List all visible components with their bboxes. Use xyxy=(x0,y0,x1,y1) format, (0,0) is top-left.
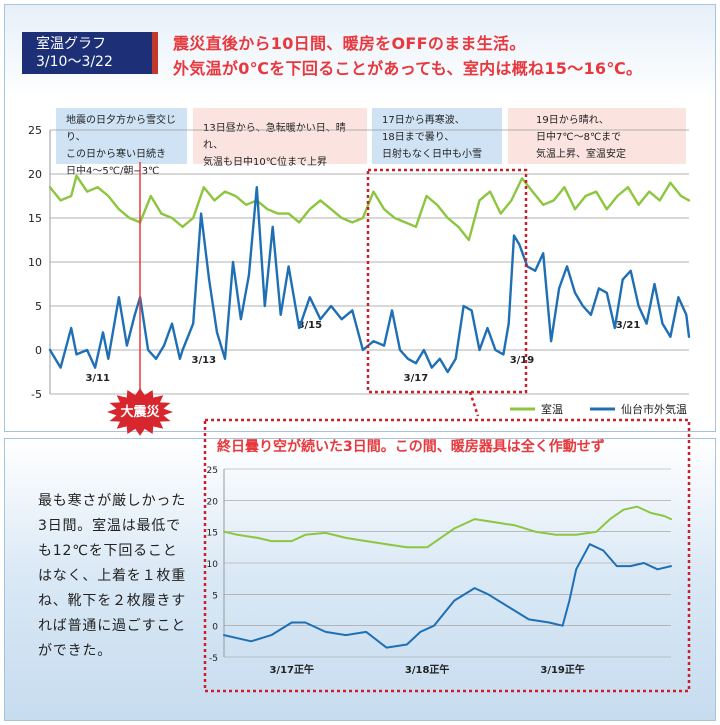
annotation-2-line: 13日昼から、急転暖かい日、晴れ、 xyxy=(203,123,346,151)
headline-line-2: 外気温が0℃を下回ることがあっても、室内は概ね15〜16℃。 xyxy=(173,59,643,78)
annotation-1: 地震の日夕方から雪交じり、 この日から寒い日続き 日中4〜5℃/朝−3℃ xyxy=(56,108,187,177)
annotation-2-line: 気温も日中10℃位まで上昇 xyxy=(203,157,327,168)
headline-line-1: 震災直後から10日間、暖房をOFFのまま生活。 xyxy=(173,34,526,53)
annotation-1-line: 日中4〜5℃/朝−3℃ xyxy=(66,166,160,177)
chart-title-box: 室温グラフ 3/10〜3/22 xyxy=(22,32,158,74)
title-line-2: 3/10〜3/22 xyxy=(36,54,113,70)
annotation-3: 17日から再寒波、 18日まで曇り、 日射もなく日中も小雪 xyxy=(372,108,502,164)
description-text: 最も寒さが厳しかった3日間。室温は最低でも12℃を下回ることはなく、上着を１枚重… xyxy=(38,493,187,659)
annotation-2: 13日昼から、急転暖かい日、晴れ、 気温も日中10℃位まで上昇 xyxy=(193,108,367,168)
annotation-3-line: 18日まで曇り、 xyxy=(382,132,455,143)
title-line-1: 室温グラフ xyxy=(36,36,106,52)
annotation-1-line: この日から寒い日続き xyxy=(66,149,166,160)
annotation-4: 19日から晴れ、 日中7℃〜8℃まで 気温上昇、室温安定 xyxy=(508,108,686,164)
annotation-3-line: 17日から再寒波、 xyxy=(382,115,465,126)
annotation-1-line: 地震の日夕方から雪交じり、 xyxy=(66,115,176,143)
annotation-4-line: 19日から晴れ、 xyxy=(536,115,609,126)
annotation-4-line: 気温上昇、室温安定 xyxy=(536,149,626,160)
callout-title: 終日曇り空が続いた3日間。この間、暖房器具は全く作動せず xyxy=(217,439,605,455)
annotation-3-line: 日射もなく日中も小雪 xyxy=(382,149,482,160)
annotation-4-line: 日中7℃〜8℃まで xyxy=(536,132,622,143)
